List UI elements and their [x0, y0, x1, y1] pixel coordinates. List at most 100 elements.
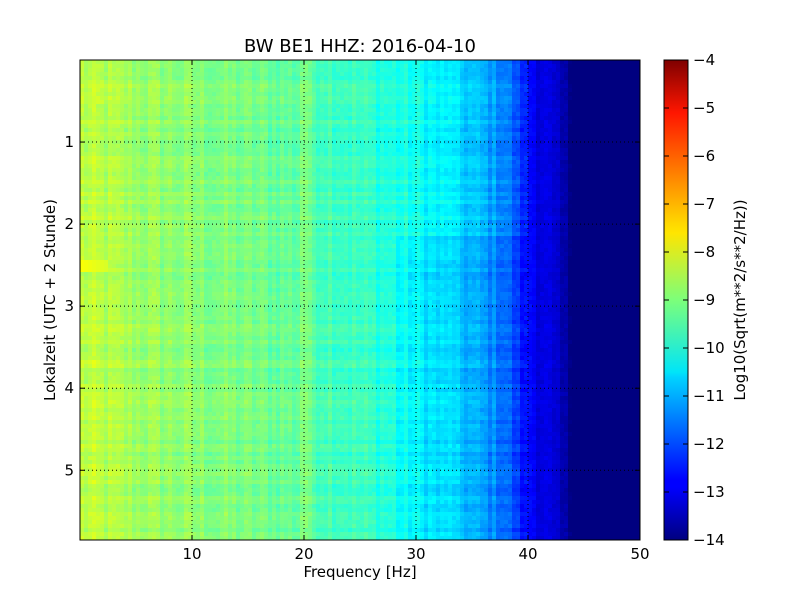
heatmap-cell	[380, 64, 385, 69]
heatmap-cell	[140, 188, 145, 193]
heatmap-cell	[368, 84, 373, 89]
heatmap-cell	[628, 124, 633, 129]
heatmap-cell	[332, 148, 337, 153]
heatmap-cell	[212, 144, 217, 149]
heatmap-cell	[136, 144, 141, 149]
heatmap-cell	[84, 152, 89, 157]
heatmap-cell	[376, 80, 381, 85]
heatmap-cell	[148, 156, 153, 161]
heatmap-cell	[608, 168, 613, 173]
heatmap-cell	[376, 164, 381, 169]
heatmap-cell	[252, 72, 257, 77]
heatmap-cell	[340, 100, 345, 105]
heatmap-cell	[448, 188, 453, 193]
heatmap-cell	[276, 104, 281, 109]
heatmap-cell	[576, 84, 581, 89]
heatmap-cell	[440, 60, 445, 65]
heatmap-cell	[432, 188, 437, 193]
heatmap-cell	[204, 64, 209, 69]
heatmap-cell	[628, 172, 633, 177]
heatmap-cell	[512, 156, 517, 161]
heatmap-cell	[280, 200, 285, 205]
heatmap-cell	[296, 160, 301, 165]
heatmap-cell	[308, 104, 313, 109]
heatmap-cell	[256, 68, 261, 73]
heatmap-cell	[212, 120, 217, 125]
heatmap-cell	[200, 148, 205, 153]
heatmap-cell	[588, 128, 593, 133]
heatmap-cell	[240, 104, 245, 109]
heatmap-cell	[324, 196, 329, 201]
heatmap-cell	[576, 144, 581, 149]
heatmap-cell	[540, 176, 545, 181]
heatmap-cell	[608, 128, 613, 133]
heatmap-cell	[92, 172, 97, 177]
heatmap-cell	[616, 96, 621, 101]
heatmap-cell	[132, 188, 137, 193]
heatmap-cell	[140, 200, 145, 205]
heatmap-cell	[472, 64, 477, 69]
heatmap-cell	[140, 164, 145, 169]
heatmap-cell	[324, 156, 329, 161]
heatmap-cell	[624, 80, 629, 85]
heatmap-cell	[168, 164, 173, 169]
heatmap-cell	[556, 68, 561, 73]
heatmap-cell	[452, 128, 457, 133]
heatmap-cell	[360, 180, 365, 185]
heatmap-cell	[532, 184, 537, 189]
heatmap-cell	[84, 188, 89, 193]
heatmap-cell	[560, 164, 565, 169]
heatmap-cell	[464, 120, 469, 125]
heatmap-cell	[424, 60, 429, 65]
heatmap-cell	[576, 68, 581, 73]
heatmap-cell	[368, 156, 373, 161]
heatmap-cell	[128, 172, 133, 177]
heatmap-cell	[552, 160, 557, 165]
heatmap-cell	[600, 160, 605, 165]
heatmap-cell	[480, 92, 485, 97]
heatmap-cell	[396, 132, 401, 137]
heatmap-cell	[456, 136, 461, 141]
heatmap-cell	[344, 164, 349, 169]
heatmap-cell	[404, 172, 409, 177]
heatmap-cell	[340, 112, 345, 117]
heatmap-cell	[556, 112, 561, 117]
heatmap-cell	[264, 200, 269, 205]
heatmap-cell	[456, 172, 461, 177]
heatmap-cell	[140, 180, 145, 185]
heatmap-cell	[328, 112, 333, 117]
heatmap-cell	[152, 172, 157, 177]
heatmap-cell	[280, 76, 285, 81]
heatmap-cell	[80, 184, 85, 189]
heatmap-cell	[344, 188, 349, 193]
heatmap-cell	[612, 164, 617, 169]
heatmap-cell	[480, 148, 485, 153]
heatmap-cell	[116, 172, 121, 177]
heatmap-cell	[320, 80, 325, 85]
heatmap-cell	[216, 172, 221, 177]
heatmap-cell	[536, 92, 541, 97]
heatmap-cell	[144, 172, 149, 177]
heatmap-cell	[420, 180, 425, 185]
heatmap-cell	[508, 112, 513, 117]
heatmap-cell	[528, 84, 533, 89]
heatmap-cell	[344, 148, 349, 153]
heatmap-cell	[144, 60, 149, 65]
heatmap-cell	[616, 116, 621, 121]
heatmap-cell	[324, 200, 329, 205]
heatmap-cell	[88, 120, 93, 125]
heatmap-cell	[116, 72, 121, 77]
heatmap-cell	[180, 124, 185, 129]
heatmap-cell	[272, 64, 277, 69]
heatmap-cell	[356, 100, 361, 105]
heatmap-cell	[220, 152, 225, 157]
heatmap-cell	[420, 116, 425, 121]
heatmap-cell	[400, 176, 405, 181]
heatmap-cell	[492, 132, 497, 137]
heatmap-cell	[420, 200, 425, 205]
heatmap-cell	[552, 80, 557, 85]
heatmap-cell	[196, 64, 201, 69]
heatmap-cell	[292, 200, 297, 205]
heatmap-cell	[192, 124, 197, 129]
heatmap-cell	[604, 172, 609, 177]
